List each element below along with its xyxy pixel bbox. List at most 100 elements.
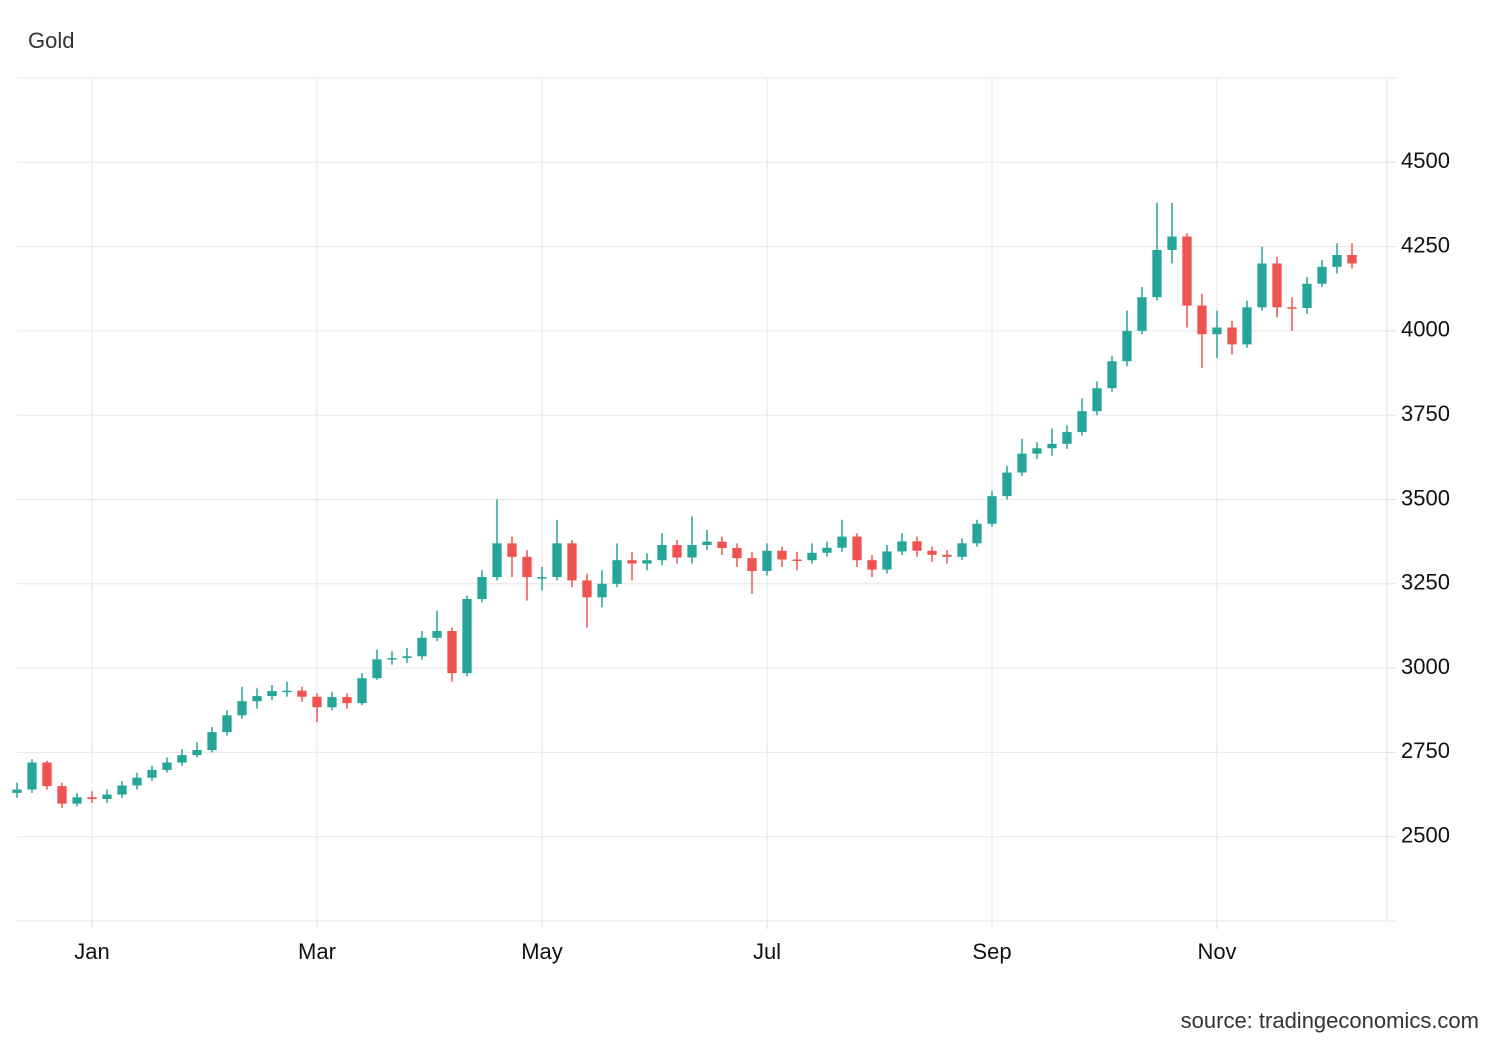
candle-body xyxy=(492,543,502,578)
y-tick-label: 4250 xyxy=(1401,232,1450,257)
candle-body xyxy=(1002,472,1012,497)
candle-body xyxy=(852,536,862,561)
candle-body xyxy=(552,543,562,578)
candle-body xyxy=(372,659,382,679)
candle-body xyxy=(597,583,607,598)
candle-body xyxy=(567,543,577,581)
candle-body xyxy=(387,657,397,660)
candle-body xyxy=(417,637,427,657)
y-tick-label: 3000 xyxy=(1401,654,1450,679)
candle-body xyxy=(762,550,772,571)
candle-body xyxy=(402,656,412,658)
candle-body xyxy=(987,496,997,524)
y-tick-label: 4000 xyxy=(1401,317,1450,342)
candle-body xyxy=(477,577,487,599)
x-tick-label: Sep xyxy=(972,939,1011,964)
candle-body xyxy=(42,762,52,787)
candle-body xyxy=(357,678,367,704)
y-tick-label: 3750 xyxy=(1401,401,1450,426)
y-tick-label: 2750 xyxy=(1401,738,1450,763)
x-tick-label: Jul xyxy=(753,939,781,964)
candle-body xyxy=(942,554,952,557)
candle-body xyxy=(582,580,592,598)
candle-body xyxy=(522,556,532,578)
candle-body xyxy=(822,547,832,553)
candle-body xyxy=(837,536,847,548)
candle-body xyxy=(1167,236,1177,250)
candle-body xyxy=(267,691,277,697)
y-tick-label: 3250 xyxy=(1401,570,1450,595)
candle-body xyxy=(1047,443,1057,449)
candle-body xyxy=(447,631,457,674)
candle-body xyxy=(1107,361,1117,389)
candle-body xyxy=(1197,305,1207,335)
candle-body xyxy=(732,548,742,559)
candle-body xyxy=(252,696,262,702)
x-tick-label: May xyxy=(521,939,563,964)
candle-body xyxy=(102,794,112,799)
candle-body xyxy=(462,598,472,674)
candle-body xyxy=(912,541,922,551)
source: source: tradingeconomics.com xyxy=(1181,1008,1479,1033)
candle-body xyxy=(537,577,547,579)
candle-body xyxy=(507,543,517,557)
y-tick-label: 3500 xyxy=(1401,485,1450,510)
candle-body xyxy=(432,631,442,638)
candle-body xyxy=(972,523,982,544)
candle-body xyxy=(327,697,337,708)
candle-body xyxy=(1317,266,1327,284)
candle-body xyxy=(297,690,307,697)
candle-body xyxy=(1272,263,1282,308)
candle-body xyxy=(807,552,817,561)
candle-body xyxy=(27,762,37,790)
candle-body xyxy=(1257,263,1267,308)
y-tick-label: 4500 xyxy=(1401,148,1450,173)
candle-body xyxy=(792,559,802,562)
candle-body xyxy=(717,541,727,549)
candle-body xyxy=(957,543,967,557)
candle-body xyxy=(1287,307,1297,309)
chart-title: Gold xyxy=(28,28,74,53)
candle-body xyxy=(702,541,712,546)
candle-body xyxy=(282,690,292,693)
candle-body xyxy=(1137,297,1147,331)
candle-body xyxy=(117,785,127,795)
x-tick-label: Jan xyxy=(74,939,109,964)
candle-body xyxy=(1062,432,1072,444)
candle-body xyxy=(1302,283,1312,308)
candle-body xyxy=(867,560,877,570)
candle-body xyxy=(672,545,682,558)
candle-body xyxy=(1077,411,1087,433)
candle-body xyxy=(1152,249,1162,298)
candle-body xyxy=(1122,330,1132,362)
candle-body xyxy=(627,560,637,564)
candle-body xyxy=(882,551,892,570)
candle-body xyxy=(147,769,157,778)
candle-body xyxy=(1347,255,1357,264)
candle-body xyxy=(927,550,937,555)
candle-body xyxy=(1332,255,1342,267)
candle-body xyxy=(12,789,22,793)
candle-body xyxy=(687,545,697,558)
candle-body xyxy=(312,696,322,708)
candle-body xyxy=(162,762,172,770)
candle-body xyxy=(642,560,652,564)
candle-body xyxy=(72,797,82,804)
candle-body xyxy=(1032,448,1042,454)
candle-body xyxy=(237,701,247,716)
candle-body xyxy=(132,777,142,786)
y-tick-label: 2500 xyxy=(1401,823,1450,848)
x-tick-label: Mar xyxy=(298,939,336,964)
candle-body xyxy=(897,541,907,552)
candle-body xyxy=(1182,236,1192,306)
candle-body xyxy=(1242,307,1252,345)
candle-body xyxy=(1017,453,1027,473)
candle-body xyxy=(612,560,622,584)
candle-body xyxy=(342,697,352,704)
candle-body xyxy=(57,786,67,804)
candle-body xyxy=(1227,327,1237,345)
candle-body xyxy=(1092,388,1102,412)
x-tick-label: Nov xyxy=(1197,939,1236,964)
